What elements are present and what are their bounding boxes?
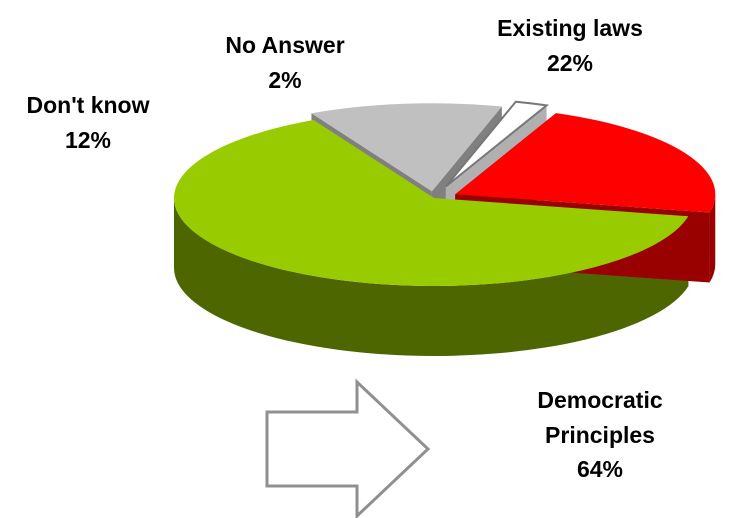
slice-label-democratic-principles-value: 64% <box>576 456 624 482</box>
slice-label-dont-know-value: 12% <box>64 126 112 153</box>
slice-outer-wall <box>174 198 689 356</box>
slice-democratic-principles <box>173 120 689 286</box>
slice-label-existing-laws-value: 22% <box>546 49 594 76</box>
pie-top-layer <box>173 100 716 286</box>
right-arrow-icon <box>265 378 431 518</box>
slice-label-no-answer-name: No Answer <box>225 32 345 58</box>
slice-no-answer <box>445 100 550 188</box>
slice-outer-wall <box>709 194 716 283</box>
slice-label-democratic-principles-line2: Principles <box>545 421 655 448</box>
slice-label-no-answer-value: 2% <box>268 66 302 93</box>
slice-label-dont-know: Don't know 12% <box>8 88 168 157</box>
slice-label-democratic-principles-line1: Democratic <box>537 387 663 413</box>
slice-label-dont-know-name: Don't know <box>26 92 150 118</box>
slice-label-existing-laws-name: Existing laws <box>497 15 643 41</box>
slice-label-no-answer: No Answer 2% <box>205 28 365 97</box>
slice-label-existing-laws: Existing laws 22% <box>470 11 670 80</box>
slice-label-democratic-principles: Democratic Principles 64% <box>500 383 700 487</box>
slice-dont-know <box>311 103 502 192</box>
slice-existing-laws <box>455 113 716 213</box>
